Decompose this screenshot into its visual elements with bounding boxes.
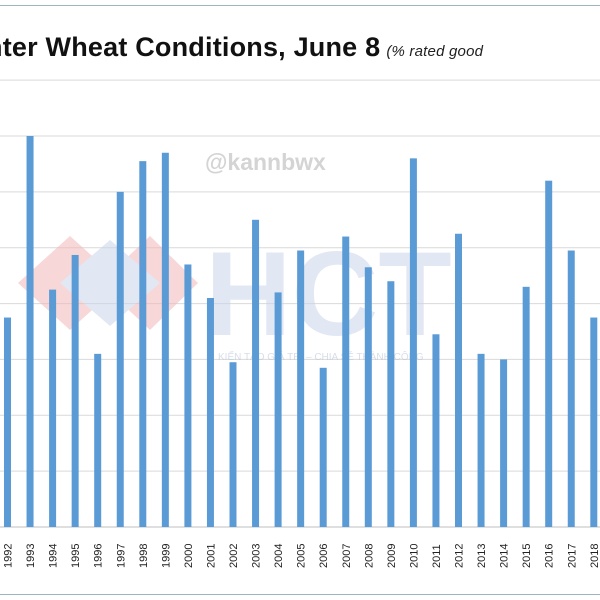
x-tick-label-2012: 2012 (454, 544, 466, 568)
bar-2004 (274, 292, 282, 527)
x-tick-label-2010: 2010 (408, 544, 420, 568)
x-tick-label-2013: 2013 (476, 544, 488, 568)
bar-2013 (477, 353, 485, 527)
bar-2016 (545, 180, 553, 527)
bar-2008 (364, 267, 372, 527)
bar-1999 (161, 152, 169, 527)
bar-2000 (184, 264, 192, 527)
chart-title-text: nter Wheat Conditions, June 8 (0, 32, 381, 62)
frame-top-line (0, 5, 600, 6)
x-tick-label-2005: 2005 (296, 544, 308, 568)
x-tick-label-1998: 1998 (138, 544, 150, 568)
x-tick-label-2015: 2015 (521, 544, 533, 568)
x-tick-label-1996: 1996 (93, 544, 105, 568)
bar-2014 (500, 359, 508, 527)
bar-1998 (139, 161, 147, 527)
x-tick-label-2016: 2016 (544, 544, 556, 568)
bar-1994 (49, 289, 57, 527)
bar-2010 (409, 158, 417, 528)
bar-1992 (4, 317, 11, 527)
x-tick-label-1995: 1995 (70, 544, 82, 568)
x-tick-label-2000: 2000 (183, 544, 195, 568)
frame-bottom-line (0, 594, 600, 595)
x-tick-label-2008: 2008 (363, 544, 375, 568)
bar-2011 (432, 334, 440, 527)
watermark-logo-diamond-inner (60, 240, 160, 326)
bar-1993 (26, 136, 34, 527)
chart-subtitle: (% rated good (386, 43, 484, 60)
watermark-handle: @kannbwx (205, 149, 326, 175)
x-tick-label-1992: 1992 (3, 544, 15, 568)
bar-2002 (229, 362, 237, 527)
x-tick-label-2006: 2006 (318, 544, 330, 568)
x-axis-labels: 1992 1993 1994 1995 1996 1997 1998 1999 2000 2001… (3, 544, 600, 568)
bar-2001 (206, 297, 214, 527)
bar-1997 (116, 191, 124, 527)
bar-2007 (342, 236, 350, 528)
x-tick-label-1999: 1999 (160, 544, 172, 568)
bar-2017 (567, 250, 575, 527)
bar-2015 (522, 286, 530, 527)
bar-2018 (590, 317, 598, 527)
x-tick-label-2007: 2007 (341, 544, 353, 568)
bar-2003 (252, 219, 260, 528)
bar-2012 (455, 233, 462, 527)
bar-2009 (387, 281, 395, 527)
x-tick-label-2017: 2017 (566, 544, 578, 568)
chart-title: nter Wheat Conditions, June 8 (% rated go… (0, 32, 483, 63)
x-tick-label-2002: 2002 (228, 544, 240, 568)
x-tick-label-2001: 2001 (205, 544, 217, 568)
x-tick-label-2018: 2018 (589, 544, 600, 568)
x-tick-label-2009: 2009 (386, 544, 398, 568)
x-tick-label-2011: 2011 (431, 544, 443, 568)
x-tick-label-2014: 2014 (499, 544, 511, 568)
bar-1996 (94, 353, 102, 527)
x-tick-label-1994: 1994 (48, 544, 60, 568)
x-tick-label-1993: 1993 (25, 544, 37, 568)
x-tick-label-2004: 2004 (273, 544, 285, 568)
x-tick-label-1997: 1997 (115, 544, 127, 568)
bar-2006 (319, 367, 327, 527)
bar-2005 (297, 250, 305, 527)
x-tick-label-2003: 2003 (251, 544, 263, 568)
bar-1995 (71, 254, 79, 527)
watermark-tagline: KIẾN TẠO GIÁ TRỊ – CHIA SẺ THÀNH CÔNG (218, 350, 424, 363)
bars (4, 136, 598, 528)
